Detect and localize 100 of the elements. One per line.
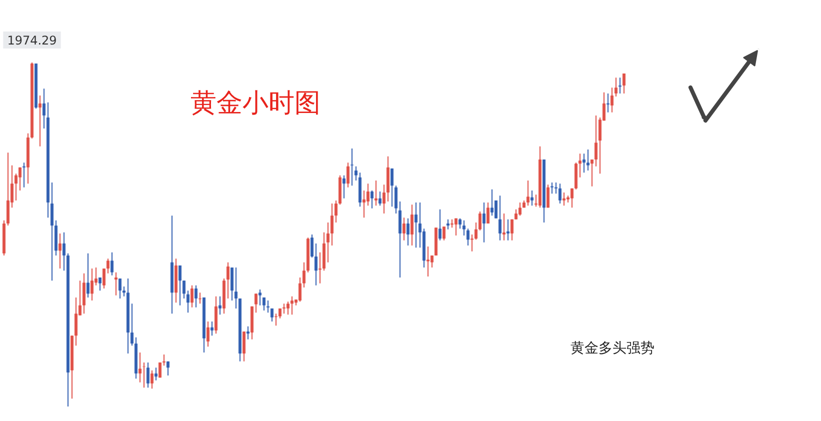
candlestick xyxy=(262,296,266,312)
candlestick xyxy=(362,190,366,218)
candlestick xyxy=(230,267,234,302)
candlestick xyxy=(594,114,598,167)
candlestick xyxy=(210,321,214,336)
candlestick xyxy=(82,272,86,314)
candlestick xyxy=(490,188,494,216)
candlestick xyxy=(394,185,398,214)
candlestick xyxy=(502,213,506,241)
candlestick xyxy=(618,77,622,94)
candlestick xyxy=(518,202,522,216)
candlestick xyxy=(430,254,434,268)
candlestick xyxy=(590,159,594,187)
candlestick xyxy=(298,277,302,302)
candlestick xyxy=(466,228,470,246)
candlestick xyxy=(382,184,386,214)
candlestick xyxy=(622,73,626,94)
candlestick xyxy=(374,180,378,206)
annotation: 黄金多头强势 xyxy=(570,340,654,356)
candlestick xyxy=(6,152,10,226)
candlestick xyxy=(562,192,566,206)
candlestick xyxy=(582,153,586,174)
text: 黄金小时图 xyxy=(190,88,320,118)
candlestick xyxy=(354,166,358,181)
candlestick xyxy=(462,220,466,236)
candlestick xyxy=(234,267,238,309)
candlestick xyxy=(154,367,158,381)
candlestick xyxy=(454,218,458,236)
candlestick xyxy=(290,296,294,316)
candlestick xyxy=(74,296,78,346)
candlestick xyxy=(162,354,166,366)
candlestick xyxy=(218,296,222,316)
candlestick xyxy=(458,218,462,230)
candlestick xyxy=(342,174,346,199)
candlestick xyxy=(190,284,194,308)
annotation: 1974.29 xyxy=(7,34,57,48)
candlestick xyxy=(414,202,418,248)
candlestick xyxy=(506,218,510,241)
candlestick xyxy=(570,188,574,208)
candlestick xyxy=(110,252,114,276)
candlestick xyxy=(486,202,490,224)
candlestick xyxy=(38,95,42,147)
candlestick xyxy=(378,191,382,206)
candlestick xyxy=(470,234,474,252)
candlestick xyxy=(350,148,354,186)
candlestick xyxy=(106,258,110,274)
candlestick xyxy=(122,286,126,297)
candlestick xyxy=(558,183,562,204)
candlestick xyxy=(410,204,414,246)
candlestick xyxy=(150,370,154,390)
candlestick xyxy=(330,203,334,246)
candlestick xyxy=(138,352,142,383)
candlestick xyxy=(406,218,410,246)
candlestick xyxy=(530,190,534,206)
candlestick xyxy=(318,252,322,284)
candlestick xyxy=(114,272,118,296)
candlestick xyxy=(182,280,186,299)
candlestick xyxy=(90,268,94,302)
candlestick xyxy=(270,308,274,322)
candlestick xyxy=(370,190,374,209)
candlestick xyxy=(390,168,394,208)
candlestick xyxy=(226,262,230,299)
candlestick xyxy=(102,268,106,290)
candlestick xyxy=(526,180,530,206)
candlestick xyxy=(302,262,306,288)
candlestick xyxy=(578,153,582,178)
candlestick xyxy=(482,202,486,243)
candlestick xyxy=(326,222,330,263)
candlestick xyxy=(258,289,262,306)
candlestick xyxy=(18,166,22,191)
candlestick xyxy=(42,88,46,130)
candlestick xyxy=(62,232,66,272)
candlestick xyxy=(50,182,54,282)
candlestick xyxy=(314,242,318,286)
candlestick xyxy=(246,326,250,340)
candlestick xyxy=(366,183,370,206)
candlestick xyxy=(286,301,290,316)
candlestick xyxy=(178,264,182,306)
candlestick xyxy=(498,195,502,241)
candlestick xyxy=(402,217,406,241)
candlestick xyxy=(142,362,146,388)
candlestick xyxy=(194,284,198,308)
candlestick xyxy=(98,277,102,292)
candlestick xyxy=(130,303,134,346)
candlestick xyxy=(118,278,122,299)
candlestick xyxy=(58,232,62,270)
candlestick xyxy=(586,149,590,172)
candlestick xyxy=(514,208,518,220)
candlestick xyxy=(398,200,402,278)
candlestick xyxy=(186,290,190,314)
candlestick xyxy=(438,208,442,241)
candlestick xyxy=(206,321,210,348)
candlestick xyxy=(554,182,558,194)
candlestick xyxy=(510,218,514,241)
candlestick xyxy=(546,184,550,208)
candlestick xyxy=(550,182,554,194)
candlestick xyxy=(166,360,170,376)
candlestick xyxy=(478,210,482,231)
candlestick xyxy=(334,200,338,223)
candlestick xyxy=(474,222,478,240)
